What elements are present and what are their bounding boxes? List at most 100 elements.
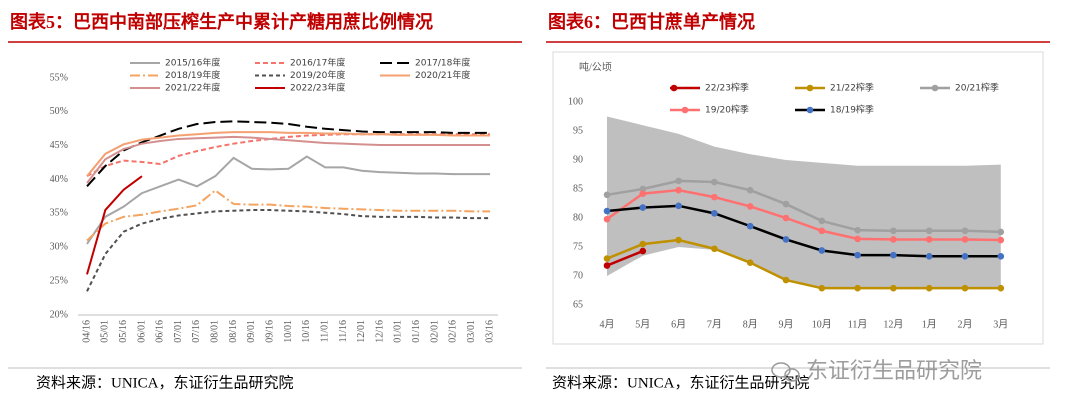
legend-label: 2015/16年度 <box>165 57 220 69</box>
x-tick-label: 11月 <box>848 318 868 330</box>
x-tick-label: 3月 <box>993 318 1008 330</box>
series-line <box>86 131 491 177</box>
legend-label: 20/21榨季 <box>955 82 999 94</box>
legend-label: 2018/19年度 <box>165 69 220 81</box>
y-tick-label: 80 <box>573 212 583 223</box>
point <box>961 227 969 235</box>
source: 资料来源：UNICA，东证衍生品研究院 <box>36 373 294 391</box>
x-tick-label: 5月 <box>635 318 650 330</box>
x-tick-label: 11/16 <box>338 320 349 342</box>
y-axis-label: 吨/公顷 <box>579 60 612 73</box>
legend-label: 2016/17年度 <box>290 57 345 69</box>
point <box>746 203 754 210</box>
y-tick-label: 70 <box>573 270 583 281</box>
point <box>890 284 897 292</box>
point <box>675 177 682 185</box>
x-tick-label: 6月 <box>671 318 686 330</box>
legend-marker <box>681 106 689 114</box>
point <box>925 236 933 243</box>
x-tick-label: 07/01 <box>173 320 184 343</box>
y-tick-label: 75 <box>573 241 583 252</box>
y-tick-label: 25% <box>50 275 68 286</box>
range-band <box>607 116 1001 288</box>
point <box>961 236 969 243</box>
point <box>890 236 897 243</box>
y-tick-label: 45% <box>50 140 68 151</box>
x-tick-label: 03/16 <box>484 320 495 343</box>
x-tick-label: 01/16 <box>411 320 422 343</box>
point <box>854 251 861 259</box>
y-tick-label: 65 <box>573 299 583 310</box>
point <box>818 217 826 225</box>
x-tick-label: 10/16 <box>301 320 312 343</box>
x-tick-label: 06/16 <box>155 320 166 343</box>
legend-marker <box>806 84 814 92</box>
watermark-icon <box>771 362 800 382</box>
chart-frame <box>552 51 1044 345</box>
x-tick-label: 7月 <box>707 318 722 330</box>
point <box>997 252 1005 260</box>
chart-title: 图表5：巴西中南部压榨生产中累计产糖用蔗比例情况 <box>10 11 433 32</box>
x-tick-label: 2月 <box>958 318 973 330</box>
point <box>675 236 682 244</box>
point <box>639 204 647 211</box>
point <box>675 186 682 194</box>
point <box>639 185 647 193</box>
x-tick-label: 10/01 <box>283 320 294 343</box>
x-tick-label: 08/16 <box>228 320 239 343</box>
point <box>639 240 647 248</box>
legend-label: 22/23榨季 <box>705 82 749 94</box>
point <box>603 207 611 215</box>
series-line <box>86 120 491 188</box>
point <box>854 235 861 243</box>
x-tick-label: 01/01 <box>393 320 404 343</box>
x-tick-label: 4月 <box>600 318 615 330</box>
series-line <box>86 209 491 292</box>
x-tick-label: 02/16 <box>448 320 459 343</box>
point <box>711 178 718 186</box>
legend-marker <box>931 84 939 92</box>
legend-label: 21/22榨季 <box>830 82 874 94</box>
point <box>997 284 1005 292</box>
point <box>782 200 790 208</box>
series-line <box>86 155 491 245</box>
point <box>603 262 611 269</box>
x-tick-label: 8月 <box>743 318 758 330</box>
y-tick-label: 95 <box>573 125 583 136</box>
x-tick-label: 05/16 <box>118 320 129 343</box>
source: 资料来源：UNICA，东证衍生品研究院 <box>552 373 810 391</box>
y-tick-label: 35% <box>50 208 68 219</box>
x-tick-label: 1月 <box>922 318 937 330</box>
series-line <box>86 175 143 275</box>
x-tick-label: 07/16 <box>191 320 202 343</box>
series-line <box>606 249 644 267</box>
x-tick-label: 12月 <box>883 318 903 330</box>
y-tick-label: 40% <box>50 174 68 185</box>
x-tick-label: 08/01 <box>210 320 221 343</box>
point <box>746 222 754 230</box>
point <box>890 227 897 235</box>
point <box>854 284 861 292</box>
point <box>782 276 790 284</box>
series-line <box>86 189 491 242</box>
point <box>925 227 933 235</box>
point <box>818 284 826 292</box>
y-tick-label: 30% <box>50 242 68 253</box>
series-line <box>606 179 1001 234</box>
legend-marker <box>670 84 678 92</box>
point <box>746 186 754 194</box>
legend-label: 19/20榨季 <box>705 104 749 116</box>
point <box>961 252 969 260</box>
legend-label: 2019/20年度 <box>290 69 345 81</box>
y-tick-label: 55% <box>50 72 68 83</box>
point <box>639 190 647 197</box>
x-tick-label: 12/01 <box>356 320 367 343</box>
point <box>711 193 718 201</box>
x-tick-label: 04/16 <box>81 320 92 343</box>
series-line <box>86 133 491 178</box>
y-tick-label: 20% <box>50 309 68 320</box>
watermark: 东证衍生品研究院 <box>806 359 982 384</box>
x-tick-label: 9月 <box>779 318 794 330</box>
legend-label: 2020/21年度 <box>415 69 470 81</box>
y-tick-label: 85 <box>573 183 583 194</box>
